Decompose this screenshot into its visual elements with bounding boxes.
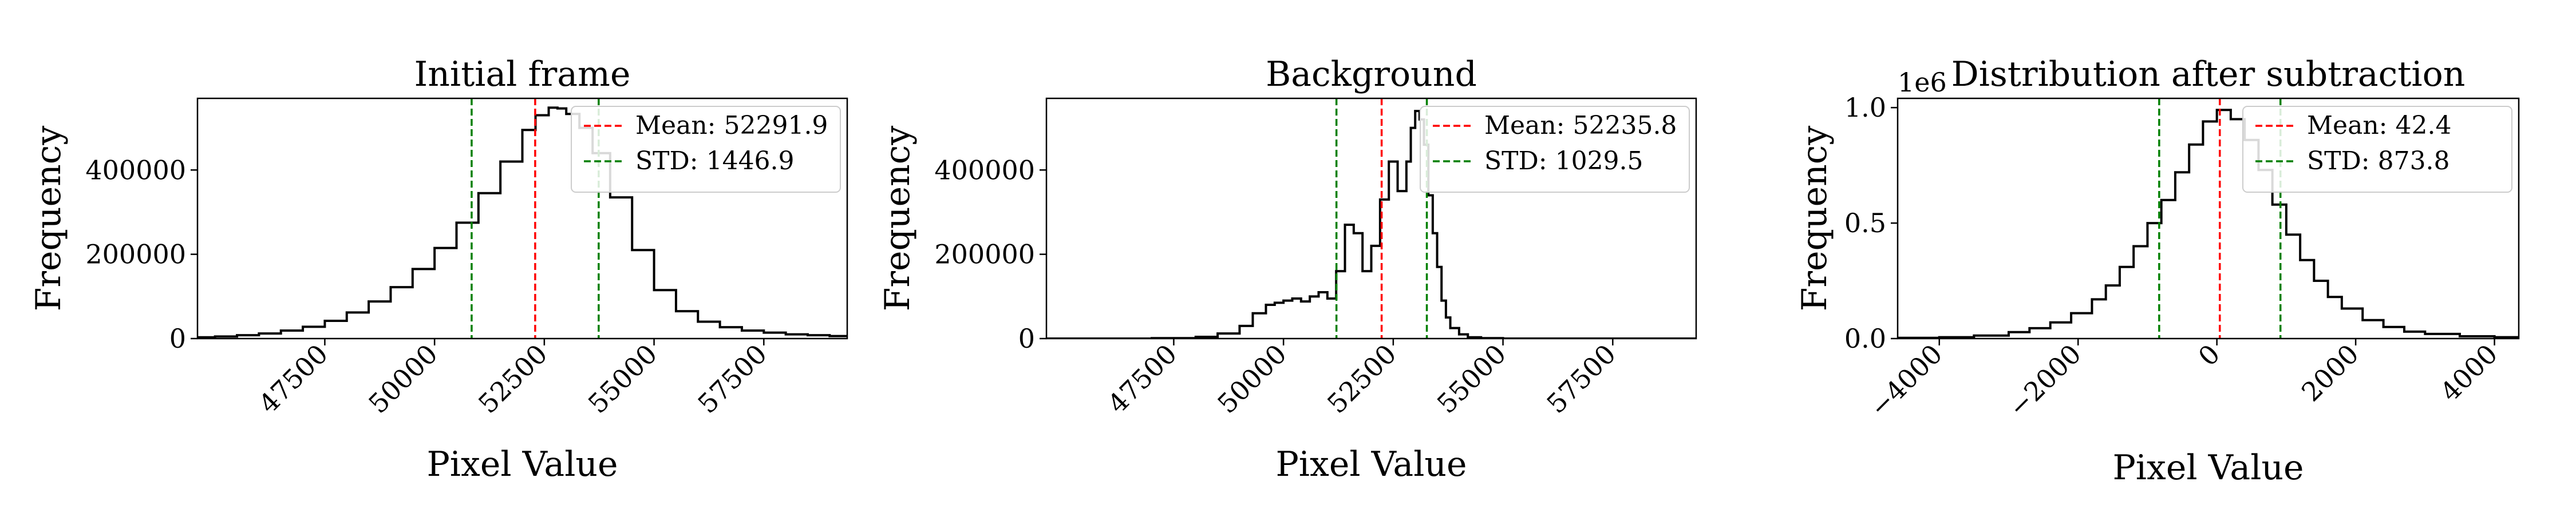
legend-label: STD: 1446.9: [635, 146, 795, 176]
x-tick-label: 0: [2192, 339, 2226, 372]
y-tick-label: 200000: [934, 239, 1035, 270]
x-tick-label: 50000: [1211, 339, 1293, 420]
x-tick-label: 52500: [1321, 339, 1402, 420]
y-tick-label: 0.5: [1844, 208, 1886, 238]
axes-frame: [1045, 97, 1697, 340]
chart-title: Initial frame: [414, 54, 631, 94]
histogram-line: [1046, 110, 1696, 339]
chart-title: Distribution after subtraction: [1951, 54, 2466, 94]
chart-title: Background: [1266, 54, 1477, 94]
y-tick-label: 400000: [934, 154, 1035, 185]
x-tick-label: −2000: [2002, 339, 2087, 423]
x-tick-label: 4000: [2434, 339, 2503, 408]
y-offset-label: 1e6: [1898, 67, 1947, 98]
legend-label: STD: 1029.5: [1484, 146, 1643, 176]
x-tick-label: 55000: [1431, 339, 1512, 420]
y-tick-label: 200000: [85, 239, 186, 270]
legend-label: Mean: 42.4: [2307, 111, 2451, 140]
y-tick-label: 0: [169, 323, 186, 354]
y-axis-label: Frequency: [878, 126, 918, 312]
y-axis-label: Frequency: [29, 126, 69, 312]
y-tick-label: 0.0: [1844, 323, 1886, 354]
legend-box: [571, 106, 841, 193]
chart-panel: 47500 50000 52500 55000 57500 0 200000 400000 Ba…: [878, 54, 1697, 484]
x-tick-label: 47500: [253, 339, 334, 420]
histogram-line: [197, 106, 847, 339]
axes-frame: [196, 97, 848, 340]
chart-panel: 47500 50000 52500 55000 57500 0 200000 400000 In…: [29, 54, 848, 484]
legend-label: STD: 873.8: [2307, 146, 2450, 176]
x-axis-label: Pixel Value: [426, 444, 618, 484]
x-tick-label: 47500: [1102, 339, 1183, 420]
x-tick-label: 55000: [582, 339, 663, 420]
histogram-line: [1898, 109, 2519, 339]
legend-box: [2242, 106, 2512, 193]
y-tick-label: 0: [1018, 323, 1035, 354]
x-axis-label: Pixel Value: [2112, 448, 2304, 488]
legend-label: Mean: 52291.9: [635, 111, 828, 140]
x-axis-label: Pixel Value: [1275, 444, 1467, 484]
legend-label: Mean: 52235.8: [1484, 111, 1677, 140]
x-tick-label: 57500: [692, 339, 773, 420]
x-tick-label: 52500: [472, 339, 554, 420]
x-tick-label: 50000: [362, 339, 444, 420]
x-tick-label: 2000: [2296, 339, 2365, 408]
y-tick-label: 1.0: [1844, 92, 1886, 123]
y-axis-label: Frequency: [1795, 126, 1835, 312]
axes-frame: [1897, 97, 2520, 340]
legend-box: [1420, 106, 1690, 193]
y-tick-label: 400000: [85, 154, 186, 185]
x-tick-label: 57500: [1540, 339, 1622, 420]
